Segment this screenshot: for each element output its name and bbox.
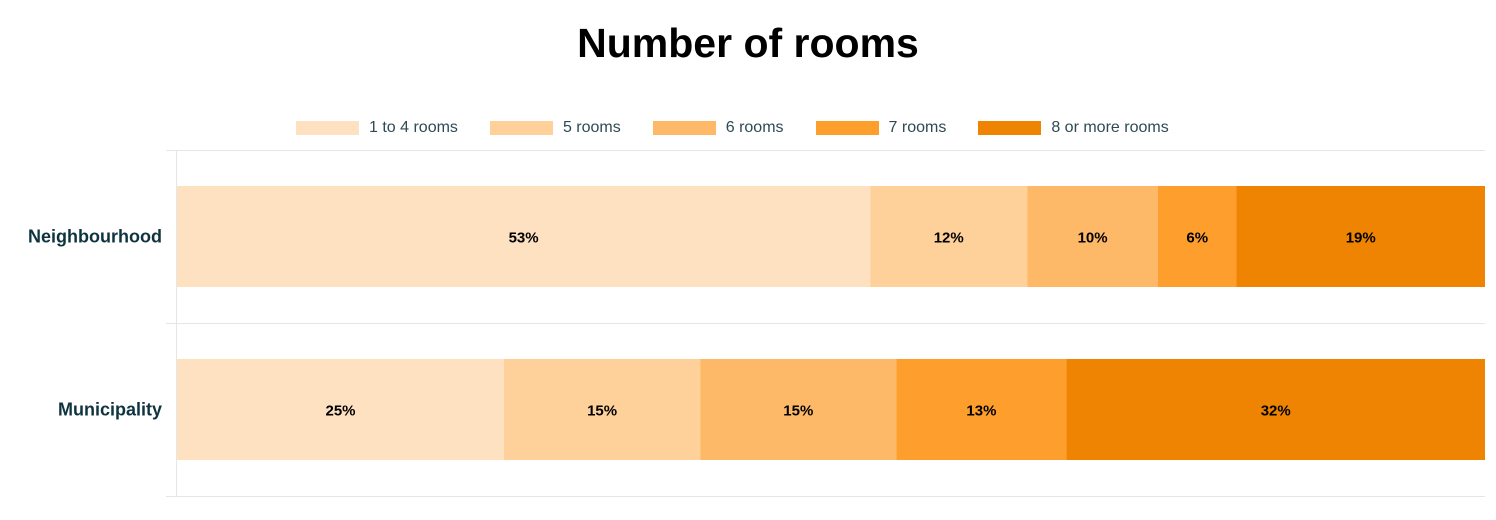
- data-label: 25%: [325, 403, 355, 420]
- data-label: 6%: [1186, 230, 1208, 247]
- legend-label: 8 or more rooms: [1051, 119, 1169, 136]
- data-label: 10%: [1078, 230, 1108, 247]
- legend-item[interactable]: 6 rooms: [652, 119, 784, 137]
- chart-legend: 1 to 4 rooms 5 rooms 6 rooms 7 rooms 8 or mo…: [296, 118, 1201, 138]
- legend-swatch: [489, 121, 553, 135]
- category-label: Municipality: [58, 400, 162, 420]
- category-label: Neighbourhood: [28, 227, 162, 247]
- bar-segment[interactable]: [504, 359, 701, 460]
- bar-segment[interactable]: [896, 359, 1067, 460]
- bar-segment[interactable]: [1158, 186, 1237, 287]
- legend-swatch: [652, 121, 716, 135]
- data-label: 53%: [509, 230, 539, 247]
- data-label: 32%: [1261, 403, 1291, 420]
- legend-label: 1 to 4 rooms: [369, 119, 458, 136]
- legend-label: 6 rooms: [725, 119, 784, 136]
- legend-item[interactable]: 8 or more rooms: [978, 119, 1169, 137]
- bar-segment[interactable]: [1236, 186, 1485, 287]
- legend-label: 5 rooms: [562, 119, 621, 136]
- legend-item[interactable]: 7 rooms: [815, 119, 947, 137]
- data-label: 19%: [1346, 230, 1376, 247]
- data-label: 15%: [783, 403, 813, 420]
- bar-segment[interactable]: [177, 186, 871, 287]
- legend-swatch: [296, 121, 359, 135]
- legend-label: 7 rooms: [888, 119, 947, 136]
- legend-item[interactable]: 5 rooms: [489, 119, 621, 137]
- legend-swatch: [978, 121, 1042, 135]
- bar-segment[interactable]: [700, 359, 897, 460]
- data-label: 15%: [587, 403, 617, 420]
- bar-segment[interactable]: [1027, 186, 1158, 287]
- bar-segment[interactable]: [870, 186, 1028, 287]
- data-label: 13%: [966, 403, 996, 420]
- data-label: 12%: [934, 230, 964, 247]
- chart-title: Number of rooms: [577, 20, 919, 66]
- legend-swatch: [815, 121, 879, 135]
- legend-item[interactable]: 1 to 4 rooms: [296, 119, 458, 137]
- bar-segment[interactable]: [177, 359, 504, 460]
- bar-segment[interactable]: [1066, 359, 1485, 460]
